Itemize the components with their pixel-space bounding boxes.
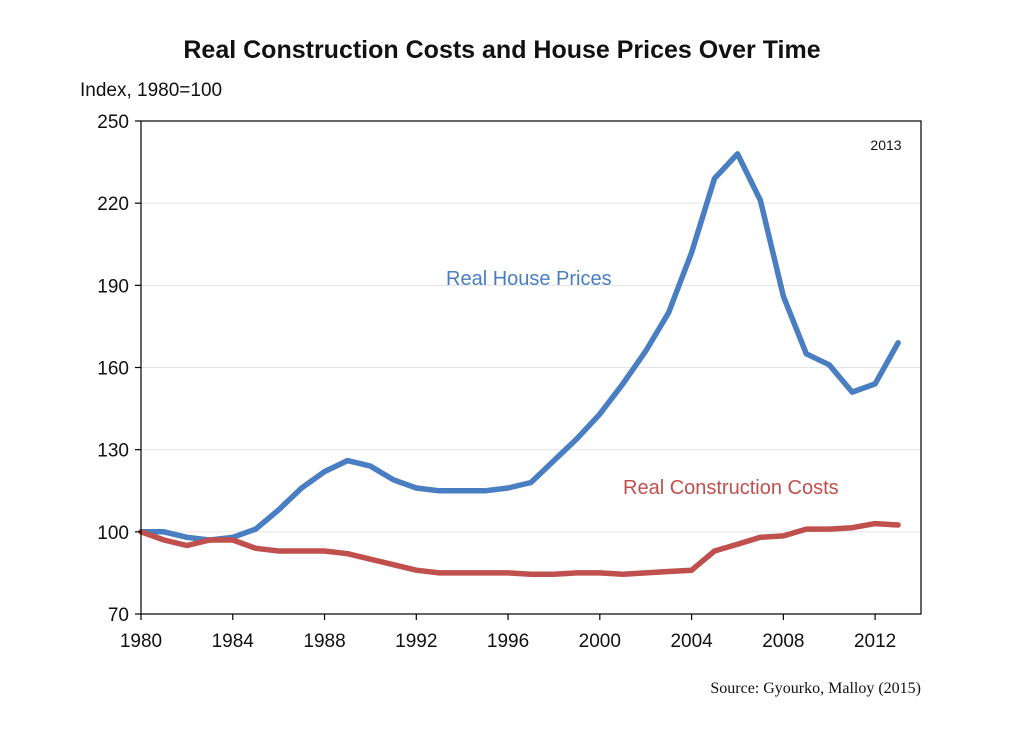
y-tick-label: 220 (97, 194, 129, 215)
x-tick-label: 2000 (579, 631, 621, 652)
chart-title: Real Construction Costs and House Prices… (183, 36, 820, 64)
x-tick-label: 2012 (854, 631, 896, 652)
y-tick-label: 100 (97, 523, 129, 544)
x-tick-label: 1980 (120, 631, 162, 652)
series-label-construction-costs: Real Construction Costs (623, 477, 839, 499)
x-tick-label: 2008 (762, 631, 804, 652)
y-tick-label: 70 (108, 605, 129, 626)
series-label-house-prices: Real House Prices (446, 268, 612, 290)
y-tick-label: 160 (97, 359, 129, 380)
x-tick-label: 1984 (212, 631, 255, 652)
year-annotation: 2013 (870, 137, 901, 153)
x-tick-label: 1992 (395, 631, 437, 652)
series-line-construction-costs (138, 520, 901, 578)
y-axis-label: Index, 1980=100 (80, 80, 222, 101)
y-tick-label: 130 (97, 441, 129, 462)
series-layer (138, 151, 901, 578)
axis-layer: 70 100 130 160 190 220 250 1980 1984 1988 1992 1996… (97, 112, 896, 652)
series-line-house-prices (138, 151, 901, 543)
source-note: Source: Gyourko, Malloy (2015) (710, 680, 921, 697)
x-tick-label: 2004 (670, 631, 713, 652)
y-tick-label: 250 (97, 112, 129, 133)
x-tick-label: 1988 (303, 631, 345, 652)
x-tick-label: 1996 (487, 631, 529, 652)
y-tick-label: 190 (97, 276, 129, 297)
